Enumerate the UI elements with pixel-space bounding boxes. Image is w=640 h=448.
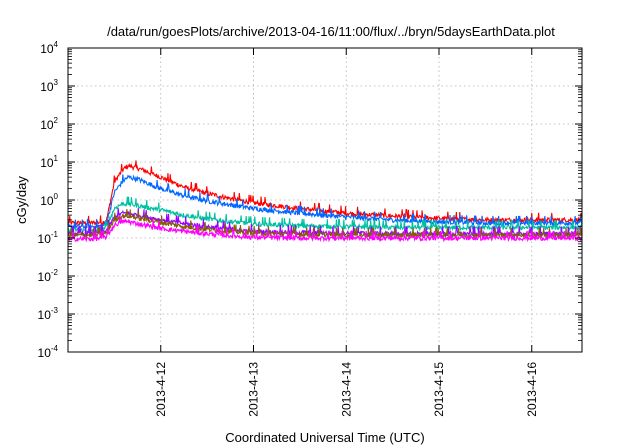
x-axis-label: Coordinated Universal Time (UTC)	[225, 430, 424, 445]
x-tick-label: 2013-4-15	[432, 362, 446, 417]
y-tick-label: 10-4	[38, 344, 59, 360]
y-tick-label: 10-2	[38, 268, 59, 284]
series-line-6	[67, 215, 583, 243]
ticks: 10-4 10-3 10-2 10-1 100 101 102 103 104 2013-4-12…	[38, 40, 582, 417]
y-tick-label: 10-1	[38, 230, 59, 246]
y-tick-label: 102	[40, 116, 58, 132]
grid	[68, 48, 582, 352]
y-tick-label: 101	[40, 154, 58, 170]
x-tick-label: 2013-4-12	[154, 362, 168, 417]
y-tick-label: 103	[40, 78, 58, 94]
x-tick-label: 2013-4-14	[339, 362, 353, 417]
y-tick-label: 10-3	[38, 306, 59, 322]
chart-title: /data/run/goesPlots/archive/2013-04-16/1…	[107, 24, 555, 39]
x-tick-label: 2013-4-16	[525, 362, 539, 417]
series-line-4	[67, 208, 583, 239]
y-tick-label: 100	[40, 192, 58, 208]
series-line-3	[67, 196, 583, 234]
x-tick-label: 2013-4-13	[247, 362, 261, 417]
y-tick-label: 104	[40, 40, 58, 56]
series-layer	[67, 160, 583, 243]
y-axis-label: cGy/day	[14, 176, 29, 224]
